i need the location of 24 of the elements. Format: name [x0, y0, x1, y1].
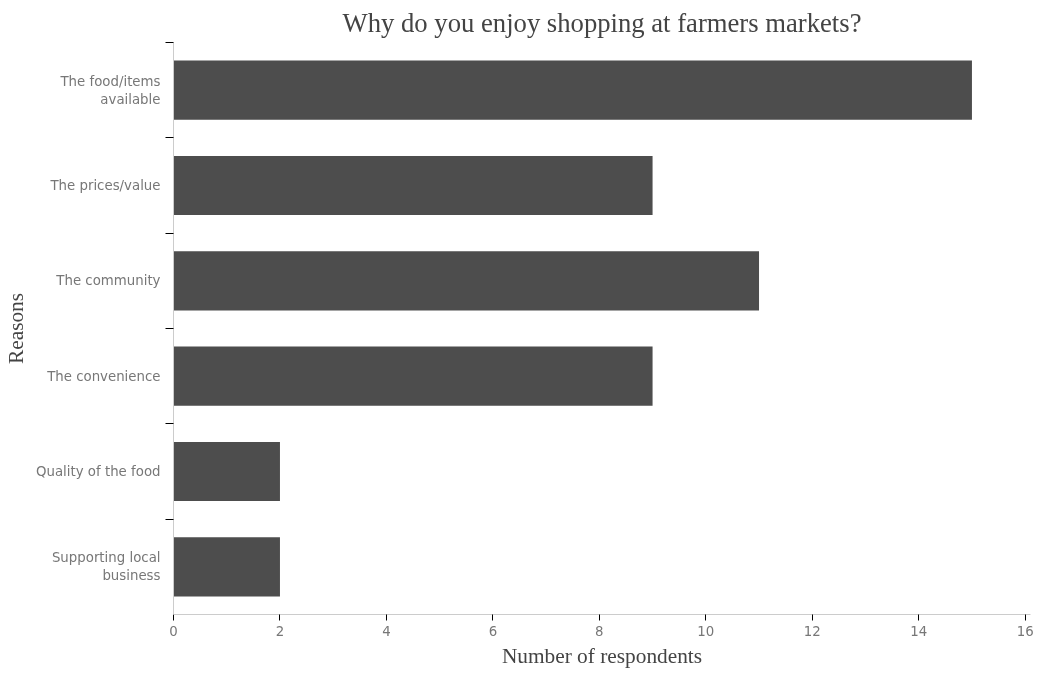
bar: [173, 346, 653, 406]
bar: [173, 251, 760, 311]
y-tick-label: The prices/value: [49, 178, 161, 193]
x-tick-label: 2: [275, 623, 285, 639]
y-tick-label: The convenience: [46, 368, 161, 384]
y-tick-label: Quality of the food: [35, 464, 161, 479]
y-axis-title: Reasons: [3, 292, 28, 365]
x-tick-label: 8: [595, 623, 604, 639]
x-tick-label: 16: [1016, 623, 1034, 639]
x-tick-label: 0: [169, 623, 178, 639]
x-axis-title: Number of respondents: [501, 643, 703, 668]
y-tick-label: The community: [55, 273, 161, 289]
bar: [173, 155, 653, 216]
x-tick-label: 10: [697, 623, 715, 639]
x-tick-label: 12: [803, 623, 821, 639]
chart-title: Why do you enjoy shopping at farmers markets?: [342, 7, 862, 38]
x-tick-label: 4: [382, 623, 391, 639]
x-tick-label: 6: [488, 623, 498, 639]
bar: [173, 60, 972, 120]
x-tick-label: 14: [910, 623, 928, 639]
y-tick-label: Supporting local business: [51, 550, 161, 584]
bar: [173, 441, 280, 502]
y-tick-label: The food/items available: [59, 73, 161, 107]
bar: [173, 537, 280, 597]
